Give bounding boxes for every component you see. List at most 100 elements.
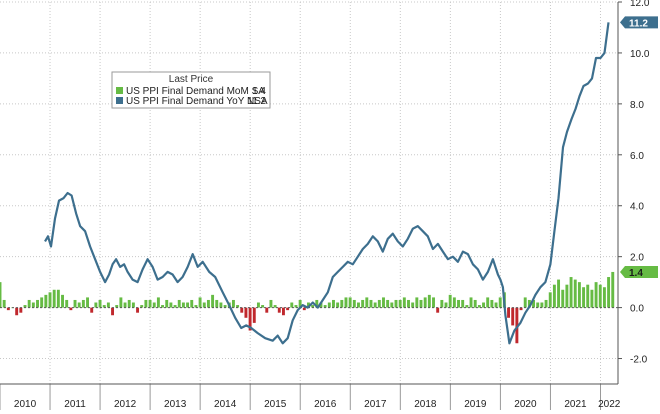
mom-bars (0, 271, 615, 344)
mom-bar (407, 299, 410, 308)
mom-bar (598, 284, 602, 308)
mom-bar (519, 307, 523, 311)
mom-bar (398, 299, 402, 308)
mom-bar (307, 302, 310, 308)
mom-bar (206, 299, 210, 308)
mom-bar (311, 305, 315, 308)
mom-bar (140, 305, 144, 308)
mom-bar (31, 302, 35, 308)
mom-bar (277, 307, 281, 313)
mom-bar (477, 305, 481, 308)
mom-bar (515, 307, 519, 344)
x-tick-labels: 2010 2011 2012 2013 2014 2015 2016 2017 2018 2019… (14, 399, 621, 410)
mom-bar (190, 299, 194, 308)
mom-bar (498, 297, 502, 308)
mom-bar (48, 292, 52, 308)
mom-bar (302, 307, 306, 311)
mom-bar (377, 299, 381, 308)
mom-bar (111, 307, 115, 316)
mom-bar (2, 299, 6, 308)
mom-bar (602, 287, 606, 308)
mom-bar (511, 307, 515, 326)
mom-bar (23, 305, 27, 308)
mom-bar (181, 302, 185, 308)
mom-bar (427, 294, 431, 308)
y-tick-label: 10.0 (630, 49, 650, 60)
mom-bar (390, 302, 394, 308)
x-tick-label: 2012 (114, 399, 137, 410)
mom-bar (61, 294, 64, 308)
legend-swatch-yoy (116, 97, 123, 104)
mom-bar (256, 302, 260, 308)
mom-bar (436, 307, 440, 313)
mom-bar (65, 299, 69, 308)
mom-bar (290, 302, 294, 308)
mom-bar (236, 305, 240, 308)
mom-bar (327, 302, 331, 308)
mom-bar (494, 302, 498, 308)
mom-bar (281, 307, 285, 316)
x-tick-label: 2018 (414, 399, 437, 410)
mom-bar (561, 289, 565, 308)
x-tick-label: 2014 (214, 399, 237, 410)
mom-bar (40, 297, 44, 308)
mom-bar (169, 302, 173, 308)
mom-bar (490, 299, 494, 308)
mom-bar (6, 307, 10, 311)
y-tick-label: 8.0 (630, 100, 644, 111)
mom-bar (265, 307, 269, 313)
mom-bar (482, 302, 485, 308)
mom-bar (469, 297, 473, 308)
legend-value-mom: 1.4 (252, 86, 266, 97)
mom-bar (548, 292, 552, 308)
x-tick-label: 2020 (514, 399, 537, 410)
mom-bar (106, 302, 110, 308)
mom-bar (294, 305, 298, 308)
mom-bar (382, 297, 385, 308)
mom-bar (119, 297, 123, 308)
mom-bar (15, 307, 19, 316)
legend: Last Price US PPI Final Demand MoM SA 1.… (111, 71, 271, 109)
x-tick-label: 2011 (64, 399, 86, 410)
mom-bar (402, 297, 406, 308)
legend-title: Last Price (169, 74, 214, 85)
y-tick-label: 4.0 (630, 202, 644, 213)
mom-bar (152, 302, 156, 308)
mom-last-tag-bg (620, 265, 658, 278)
mom-bar (536, 302, 540, 308)
mom-bar (123, 302, 127, 308)
legend-box (111, 71, 271, 109)
mom-bar (115, 305, 119, 308)
mom-bar (423, 297, 427, 308)
mom-bar (432, 297, 435, 308)
y-tick-label: 0.0 (630, 304, 644, 315)
mom-bar (386, 299, 390, 308)
mom-last-tag-text: 1.4 (629, 268, 643, 279)
legend-label-mom: US PPI Final Demand MoM SA (126, 86, 265, 97)
mom-bar (248, 307, 252, 331)
mom-bar (69, 307, 73, 311)
mom-bar (323, 305, 327, 308)
y-tick-label: 2.0 (630, 253, 644, 264)
mom-bar (319, 302, 323, 308)
mom-bar (173, 305, 177, 308)
mom-bar (544, 299, 548, 308)
mom-bar (552, 284, 556, 308)
mom-bar (332, 299, 335, 308)
yoy-line-path (44, 22, 610, 345)
mom-bar (56, 289, 60, 308)
mom-bar (340, 299, 344, 308)
mom-bar (273, 305, 277, 308)
mom-bar (90, 307, 94, 313)
mom-bar (565, 284, 569, 308)
mom-bar (102, 305, 106, 308)
mom-bar (348, 297, 352, 308)
mom-bar (194, 305, 198, 308)
mom-bar (532, 299, 536, 308)
mom-bar (223, 305, 227, 308)
yoy-last-tag-text: 11.2 (629, 18, 648, 29)
mom-bar (486, 297, 490, 308)
y-tick-labels: 12.0 10.0 8.0 6.0 4.0 2.0 0.0 -2.0 (630, 0, 650, 366)
